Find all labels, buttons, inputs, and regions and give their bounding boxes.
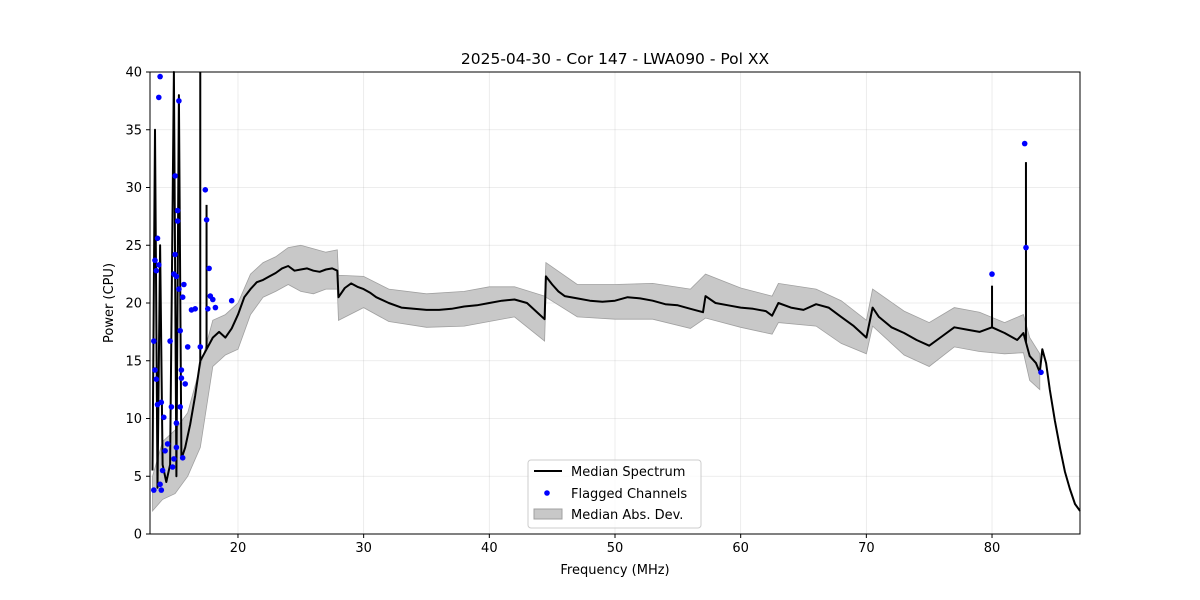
flagged-point <box>152 257 158 264</box>
y-tick-label: 10 <box>125 412 142 427</box>
y-tick-label: 15 <box>125 354 142 369</box>
flagged-point <box>179 294 186 301</box>
median-spectrum-line <box>151 71 1081 512</box>
flagged-point <box>181 281 187 288</box>
flagged-point <box>173 444 180 451</box>
chart-title: 2025-04-30 - Cor 147 - LWA090 - Pol XX <box>461 50 770 68</box>
flagged-point <box>174 207 181 214</box>
flagged-point <box>1023 244 1029 251</box>
flagged-point <box>176 286 182 292</box>
mad-band-layer <box>152 244 1041 512</box>
flagged-point <box>157 73 163 80</box>
flagged-point <box>989 271 995 277</box>
y-tick-label: 20 <box>125 297 142 312</box>
flagged-point <box>167 338 173 344</box>
flagged-point <box>169 464 176 470</box>
flagged-point <box>174 218 181 224</box>
flagged-point <box>168 404 175 410</box>
flagged-point <box>177 327 183 334</box>
legend-box <box>527 459 702 529</box>
flagged-point <box>182 381 188 387</box>
flagged-points-layer <box>151 73 1044 493</box>
flagged-point <box>228 297 235 304</box>
y-tick-label: 30 <box>125 181 142 196</box>
x-tick-label: 30 <box>355 541 372 556</box>
flagged-point <box>157 481 163 488</box>
flagged-point <box>172 173 178 179</box>
flagged-point <box>203 217 210 223</box>
flagged-point <box>171 456 177 462</box>
flagged-point <box>173 420 180 426</box>
flagged-point <box>176 98 182 104</box>
flagged-point <box>172 251 178 258</box>
flagged-point <box>210 296 216 303</box>
flagged-point <box>178 367 185 373</box>
legend-label-mad: Median Abs. Dev. <box>571 508 683 523</box>
flagged-point <box>177 404 183 410</box>
flagged-point <box>161 414 167 421</box>
x-tick-label: 20 <box>230 541 247 556</box>
legend-label-flagged: Flagged Channels <box>571 487 687 502</box>
flagged-point <box>184 344 191 350</box>
flagged-point <box>151 338 157 344</box>
mad-band <box>152 244 1041 512</box>
flagged-point <box>154 235 161 242</box>
flagged-point <box>1038 369 1044 376</box>
x-tick-label: 40 <box>481 541 498 556</box>
flagged-point <box>206 265 212 272</box>
flagged-point <box>179 455 186 461</box>
flagged-point <box>164 441 171 447</box>
median-line-layer <box>151 71 1081 512</box>
flagged-point <box>212 304 219 311</box>
flagged-point <box>192 306 198 312</box>
flagged-point <box>1021 140 1028 147</box>
x-tick-label: 80 <box>984 541 1001 556</box>
x-axis-label: Frequency (MHz) <box>560 563 669 578</box>
x-tick-label: 60 <box>732 541 749 556</box>
y-tick-label: 0 <box>134 528 142 543</box>
flagged-point <box>202 187 209 193</box>
flagged-point <box>162 448 168 454</box>
flagged-point <box>205 306 211 312</box>
x-tick-label: 70 <box>858 541 875 556</box>
flagged-point <box>153 376 160 383</box>
y-tick-label: 25 <box>125 239 142 254</box>
legend: Median Spectrum Flagged Channels Median … <box>527 459 702 529</box>
flagged-point <box>156 94 162 101</box>
flagged-point <box>197 344 204 350</box>
ticks: 20 30 40 50 60 70 80 0 5 10 15 20 25 30 35 40 <box>125 66 1000 557</box>
flagged-point <box>178 375 185 381</box>
legend-band-swatch <box>533 508 563 520</box>
y-tick-label: 40 <box>125 66 142 81</box>
flagged-point <box>153 267 160 274</box>
flagged-point <box>151 487 157 493</box>
flagged-point <box>159 467 166 474</box>
x-tick-label: 50 <box>607 541 624 556</box>
y-tick-label: 5 <box>134 470 142 485</box>
flagged-point <box>158 487 165 493</box>
y-axis-label: Power (CPU) <box>102 263 117 343</box>
flagged-point <box>156 262 162 268</box>
legend-point-swatch <box>544 490 550 496</box>
flagged-point <box>173 273 180 280</box>
flagged-point <box>152 367 158 373</box>
y-tick-label: 35 <box>125 123 142 138</box>
legend-label-median: Median Spectrum <box>571 465 685 480</box>
flagged-point <box>158 399 165 406</box>
